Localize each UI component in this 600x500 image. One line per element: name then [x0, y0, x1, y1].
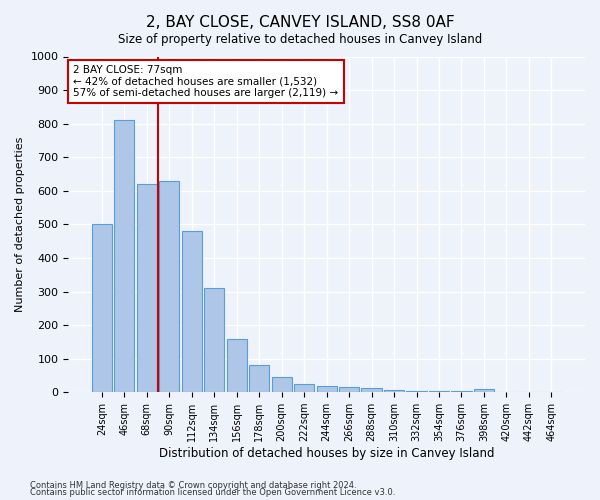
- Bar: [384, 390, 404, 392]
- Bar: [272, 377, 292, 392]
- Bar: [474, 389, 494, 392]
- Bar: [361, 388, 382, 392]
- Bar: [429, 390, 449, 392]
- Text: 2, BAY CLOSE, CANVEY ISLAND, SS8 0AF: 2, BAY CLOSE, CANVEY ISLAND, SS8 0AF: [146, 15, 454, 30]
- X-axis label: Distribution of detached houses by size in Canvey Island: Distribution of detached houses by size …: [159, 447, 494, 460]
- Bar: [204, 288, 224, 392]
- Bar: [137, 184, 157, 392]
- Y-axis label: Number of detached properties: Number of detached properties: [15, 136, 25, 312]
- Bar: [451, 390, 472, 392]
- Bar: [182, 231, 202, 392]
- Bar: [227, 338, 247, 392]
- Bar: [114, 120, 134, 392]
- Bar: [294, 384, 314, 392]
- Bar: [317, 386, 337, 392]
- Text: Size of property relative to detached houses in Canvey Island: Size of property relative to detached ho…: [118, 32, 482, 46]
- Bar: [406, 390, 427, 392]
- Bar: [92, 224, 112, 392]
- Bar: [339, 387, 359, 392]
- Bar: [159, 180, 179, 392]
- Text: Contains HM Land Registry data © Crown copyright and database right 2024.: Contains HM Land Registry data © Crown c…: [30, 480, 356, 490]
- Bar: [249, 366, 269, 392]
- Text: 2 BAY CLOSE: 77sqm
← 42% of detached houses are smaller (1,532)
57% of semi-deta: 2 BAY CLOSE: 77sqm ← 42% of detached hou…: [73, 65, 338, 98]
- Text: Contains public sector information licensed under the Open Government Licence v3: Contains public sector information licen…: [30, 488, 395, 497]
